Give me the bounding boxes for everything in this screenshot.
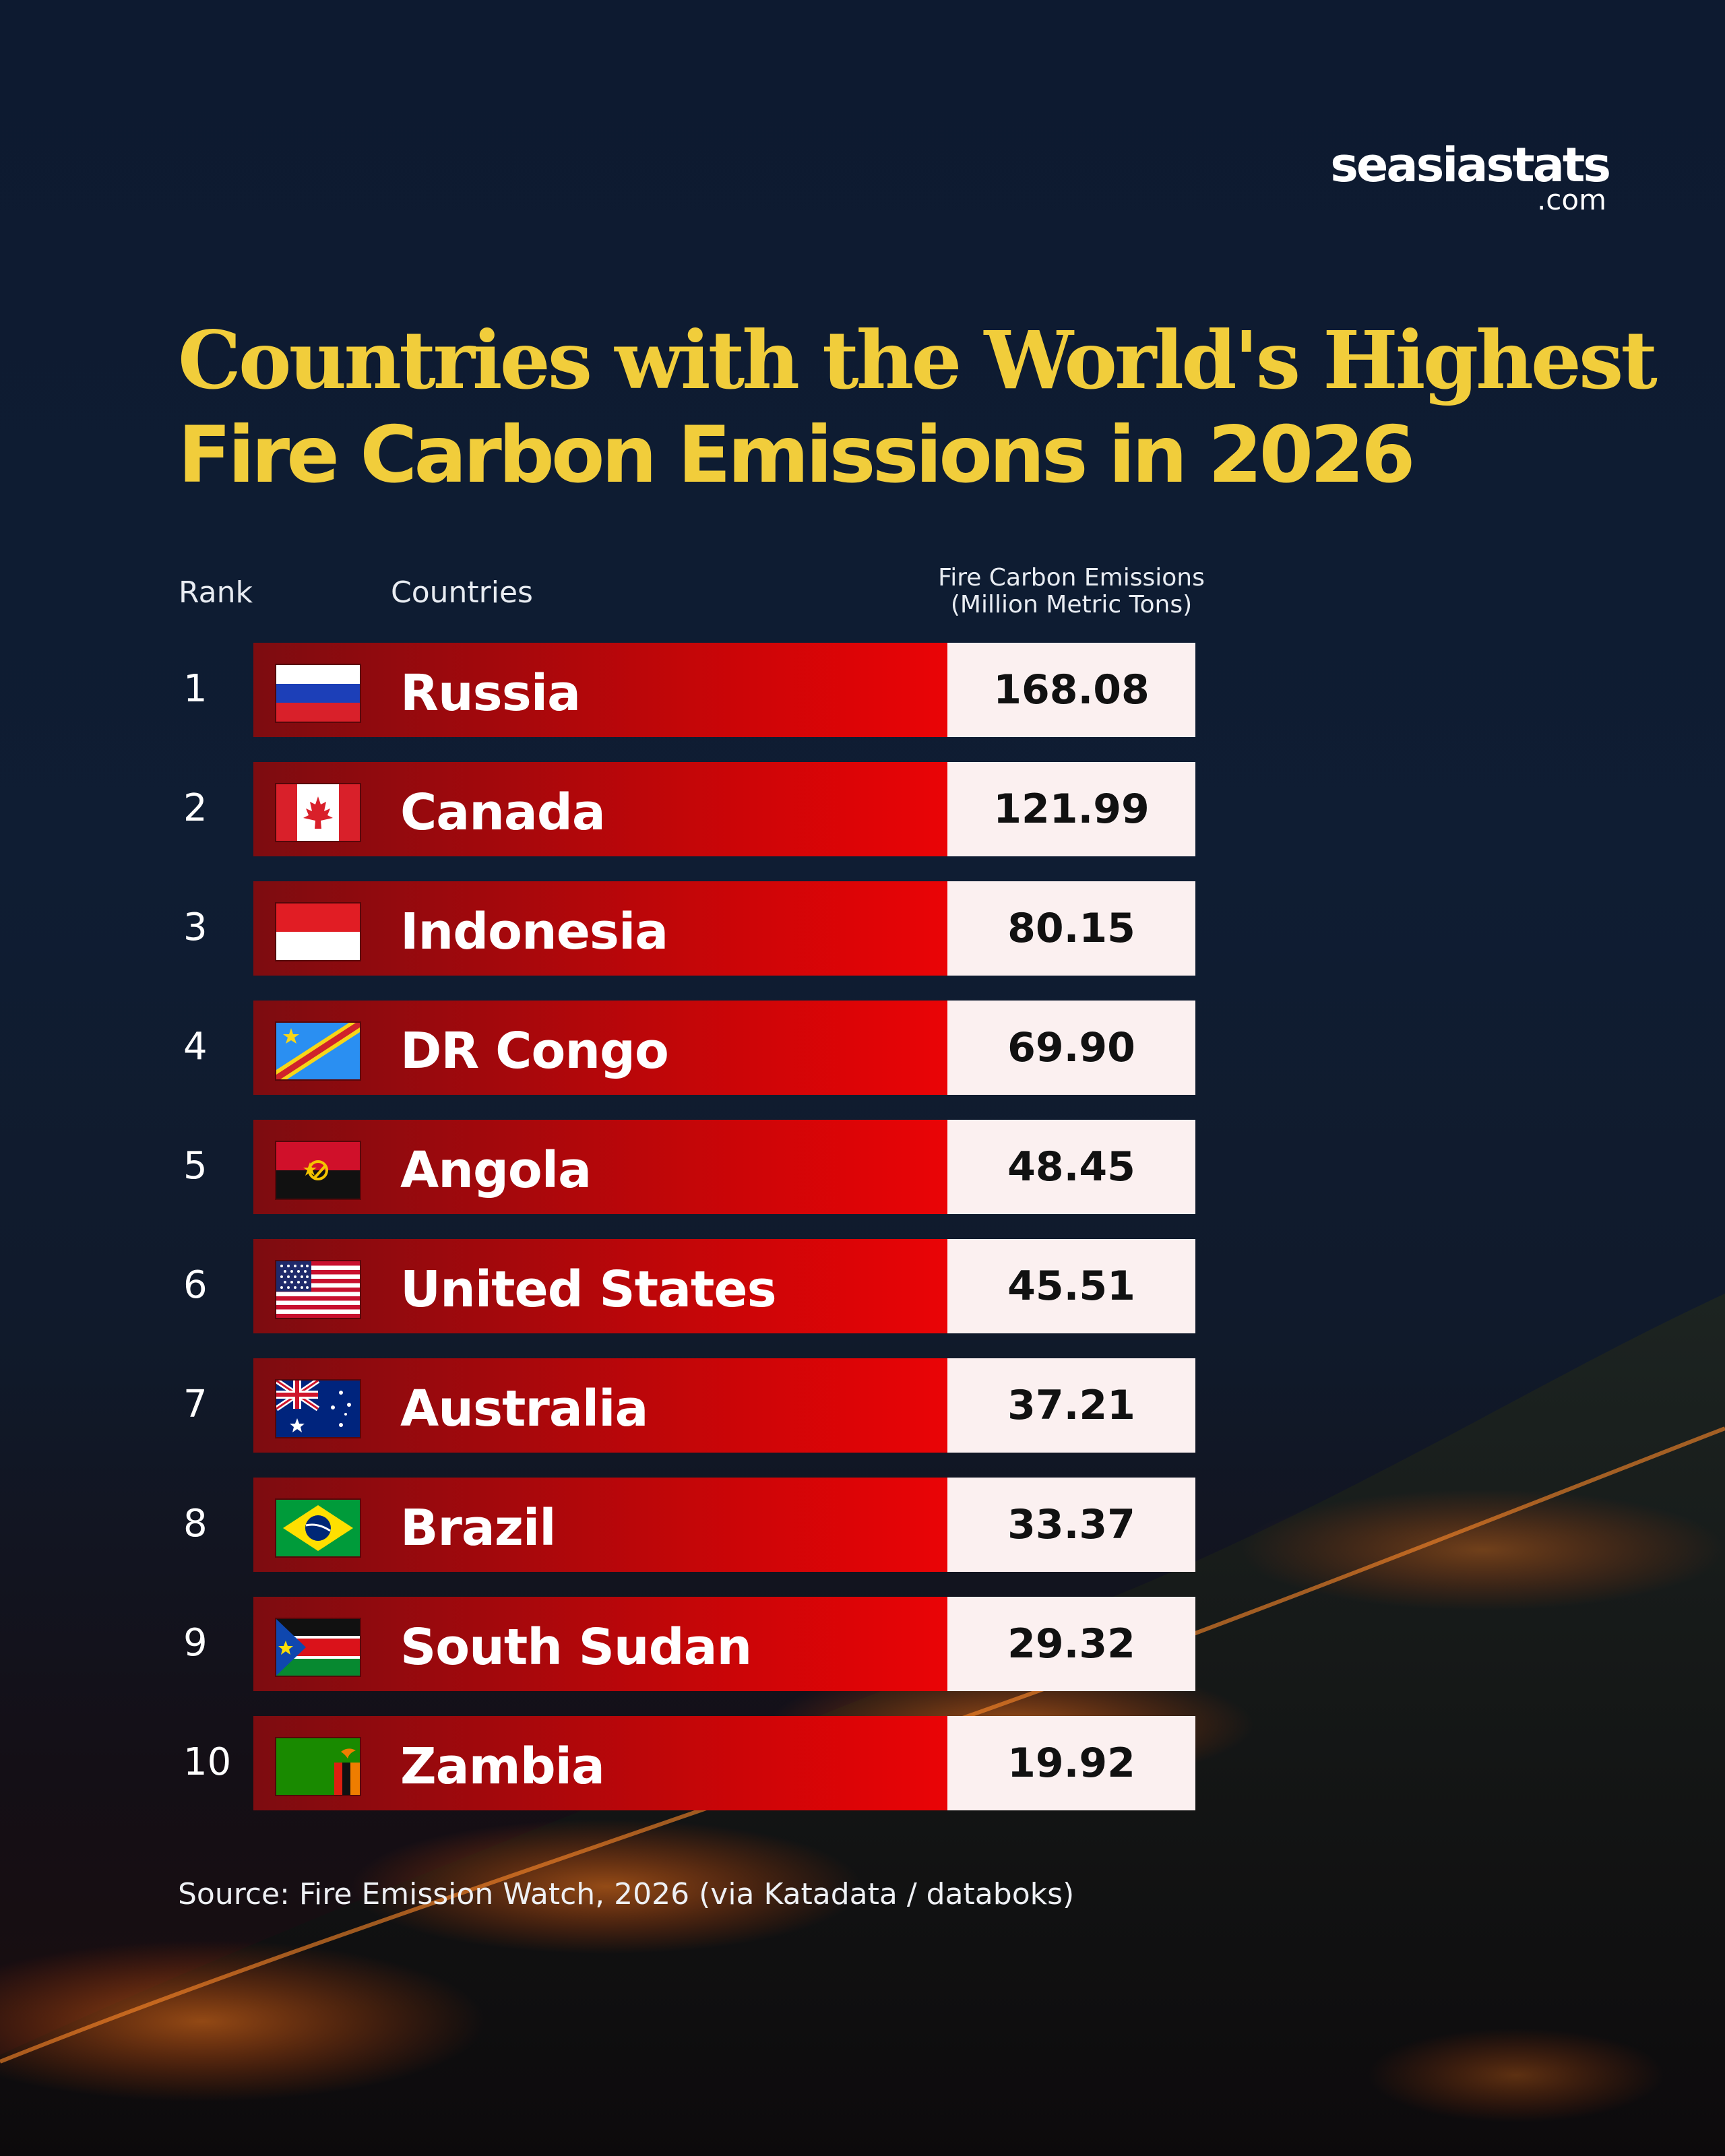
table-row: 8 Brazil 33.37 xyxy=(0,1478,1725,1572)
emissions-header-line-1: Fire Carbon Emissions xyxy=(938,564,1205,592)
rank-number: 6 xyxy=(183,1263,208,1307)
rank-number: 8 xyxy=(183,1502,208,1546)
title-line-1: Countries with the World's Highest xyxy=(178,313,1658,407)
table-row: 3 Indonesia 80.15 xyxy=(0,881,1725,976)
indonesia-flag-icon xyxy=(276,903,360,960)
seasiastats-logo: seasiastats .com xyxy=(1330,137,1611,216)
rank-column-header: Rank xyxy=(179,575,253,610)
country-name: Canada xyxy=(400,784,606,842)
title-line-2: Fire Carbon Emissions in 2026 xyxy=(178,410,1416,501)
country-bar: Brazil xyxy=(253,1478,947,1572)
emission-value: 168.08 xyxy=(947,643,1195,737)
country-name: Russia xyxy=(400,664,581,722)
table-row: 2 Canada 121.99 xyxy=(0,762,1725,856)
table-row: 1 Russia 168.08 xyxy=(0,643,1725,737)
rank-number: 7 xyxy=(183,1383,208,1426)
table-row: 6 United States 45.51 xyxy=(0,1239,1725,1333)
emission-value: 37.21 xyxy=(947,1358,1195,1453)
table-row: 7 Australia 37.21 xyxy=(0,1358,1725,1453)
country-bar: Canada xyxy=(253,762,947,856)
country-name: DR Congo xyxy=(400,1022,669,1080)
brazil-flag-icon xyxy=(276,1500,360,1556)
emission-value: 121.99 xyxy=(947,762,1195,856)
country-name: Australia xyxy=(400,1380,648,1438)
source-note: Source: Fire Emission Watch, 2026 (via K… xyxy=(178,1877,1075,1911)
russia-flag-icon xyxy=(276,665,360,722)
logo-name: seasiastats xyxy=(1330,137,1611,193)
country-bar: South Sudan xyxy=(253,1597,947,1691)
country-bar: Indonesia xyxy=(253,881,947,976)
emission-value: 45.51 xyxy=(947,1239,1195,1333)
emissions-column-header: Fire Carbon Emissions (Million Metric To… xyxy=(933,565,1210,618)
emission-value: 48.45 xyxy=(947,1120,1195,1214)
table-row: 4 DR Congo 69.90 xyxy=(0,1001,1725,1095)
zambia-flag-icon xyxy=(276,1738,360,1795)
country-name: Angola xyxy=(400,1141,592,1199)
country-name: Zambia xyxy=(400,1738,605,1796)
rank-number: 10 xyxy=(183,1740,232,1784)
canada-flag-icon xyxy=(276,784,360,841)
australia-flag-icon xyxy=(276,1381,360,1437)
angola-flag-icon xyxy=(276,1142,360,1199)
rank-number: 3 xyxy=(183,906,208,949)
country-bar: Angola xyxy=(253,1120,947,1214)
dr-congo-flag-icon xyxy=(276,1023,360,1079)
country-name: United States xyxy=(400,1261,777,1319)
country-bar: Zambia xyxy=(253,1716,947,1810)
country-bar: DR Congo xyxy=(253,1001,947,1095)
table-row: 10 Zambia 19.92 xyxy=(0,1716,1725,1810)
country-name: Brazil xyxy=(400,1499,557,1557)
country-name: Indonesia xyxy=(400,903,668,961)
countries-column-header: Countries xyxy=(391,575,533,610)
rank-number: 2 xyxy=(183,786,208,830)
country-bar: Russia xyxy=(253,643,947,737)
emission-value: 69.90 xyxy=(947,1001,1195,1095)
country-bar: United States xyxy=(253,1239,947,1333)
rank-number: 4 xyxy=(183,1025,208,1069)
rank-number: 5 xyxy=(183,1144,208,1188)
table-row: 9 South Sudan 29.32 xyxy=(0,1597,1725,1691)
south-sudan-flag-icon xyxy=(276,1619,360,1676)
emission-value: 80.15 xyxy=(947,881,1195,976)
rank-number: 9 xyxy=(183,1621,208,1665)
emissions-header-line-2: (Million Metric Tons) xyxy=(950,590,1193,619)
emission-value: 19.92 xyxy=(947,1716,1195,1810)
emission-value: 29.32 xyxy=(947,1597,1195,1691)
emission-value: 33.37 xyxy=(947,1478,1195,1572)
table-row: 5 Angola 48.45 xyxy=(0,1120,1725,1214)
country-bar: Australia xyxy=(253,1358,947,1453)
rank-number: 1 xyxy=(183,667,208,711)
logo-suffix: .com xyxy=(1536,183,1606,216)
country-name: South Sudan xyxy=(400,1618,752,1676)
united-states-flag-icon xyxy=(276,1261,360,1318)
